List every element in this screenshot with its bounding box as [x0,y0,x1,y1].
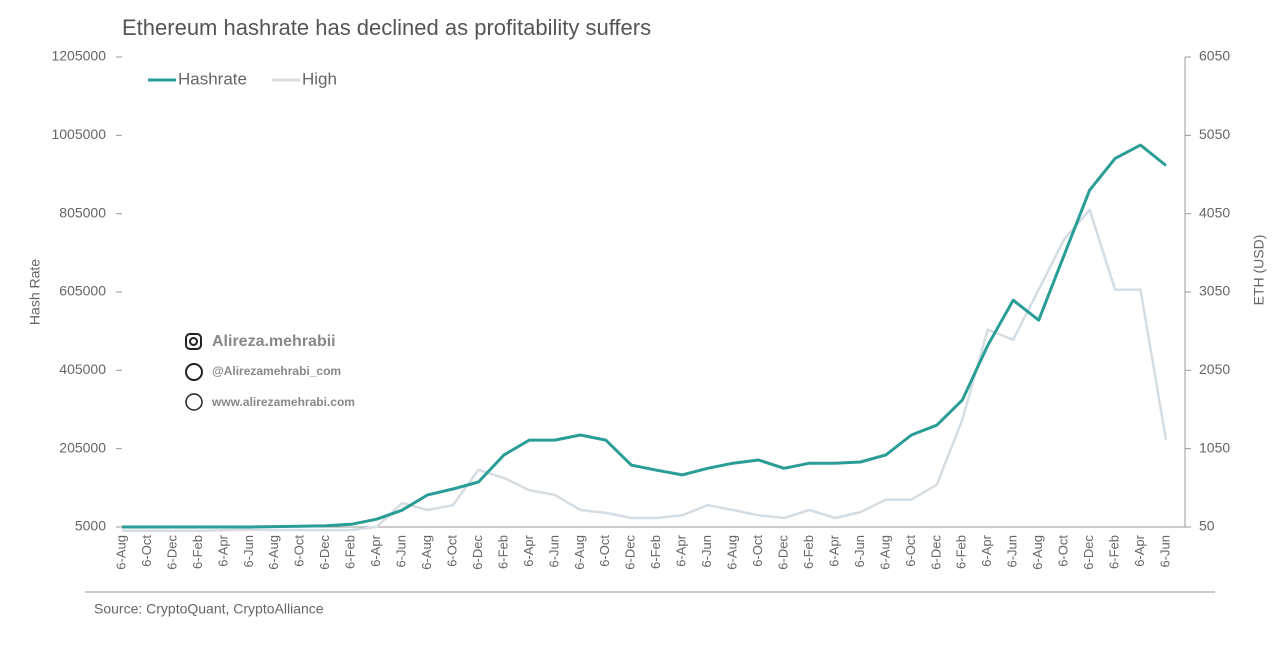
x-tick-label: 6-Feb [343,535,358,569]
chart-title: Ethereum hashrate has declined as profit… [122,15,651,40]
web-icon [185,393,203,411]
x-tick-label: 6-Aug [266,535,281,570]
x-tick-label: 6-Feb [495,535,510,569]
legend-label: High [302,69,337,88]
x-tick-label: 6-Jun [546,535,561,568]
x-tick-label: 6-Aug [419,535,434,570]
x-tick-label: 6-Oct [903,535,918,567]
y2-tick-label: 3050 [1199,283,1230,299]
y-tick-label: 5000 [75,518,106,534]
x-tick-label: 6-Apr [368,534,383,566]
x-tick-label: 6-Dec [317,535,332,570]
watermark-text: Alireza.mehrabii [212,333,336,350]
y-tick-label: 805000 [59,204,106,220]
x-tick-label: 6-Dec [928,535,943,570]
y2-tick-label: 5050 [1199,126,1230,142]
x-tick-label: 6-Apr [826,534,841,566]
x-tick-label: 6-Oct [597,535,612,567]
y-tick-label: 205000 [59,439,106,455]
x-tick-label: 6-Oct [139,535,154,567]
x-tick-label: 6-Dec [470,535,485,570]
x-tick-label: 6-Aug [877,535,892,570]
x-tick-label: 6-Jun [852,535,867,568]
x-tick-label: 6-Jun [394,535,409,568]
y-tick-label: 405000 [59,361,106,377]
line-series [121,208,1168,533]
watermark: Alireza.mehrabii @Alirezamehrabi_com www… [185,333,355,411]
x-tick-label: 6-Aug [725,535,740,570]
x-tick-label: 6-Jun [699,535,714,568]
y-tick-label: 1205000 [51,48,106,64]
y2-tick-label: 4050 [1199,204,1230,220]
x-tick-label: 6-Apr [521,534,536,566]
x-tick-label: 6-Feb [954,535,969,569]
watermark-text: @Alirezamehrabi_com [212,364,341,378]
x-tick-label: 6-Dec [775,535,790,570]
x-tick-label: 6-Oct [292,535,307,567]
line-series [122,143,1167,529]
x-tick-label: 6-Oct [1056,535,1071,567]
y-axis-label: Hash Rate [27,259,43,325]
x-tick-label: 6-Oct [750,535,765,567]
y2-axis-label: ETH (USD) [1251,235,1267,306]
x-tick-label: 6-Dec [623,535,638,570]
x-tick-label: 6-Aug [572,535,587,570]
x-tick-label: 6-Apr [215,534,230,566]
x-tick-label: 6-Feb [1107,535,1122,569]
x-tick-label: 6-Jun [241,535,256,568]
telegram-icon [185,363,203,381]
instagram-icon-lens [189,337,198,346]
watermark-text: www.alirezamehrabi.com [211,395,355,409]
y2-tick-label: 50 [1199,518,1215,534]
x-tick-label: 6-Oct [444,535,459,567]
y-tick-label: 605000 [59,283,106,299]
source: Source: CryptoQuant, CryptoAlliance [94,601,324,617]
y2-tick-label: 1050 [1199,439,1230,455]
x-tick-label: 6-Dec [1081,535,1096,570]
x-tick-label: 6-Apr [1132,534,1147,566]
x-tick-label: 6-Jun [1005,535,1020,568]
x-tick-label: 6-Jun [1157,535,1172,568]
x-tick-label: 6-Feb [801,535,816,569]
y2-tick-label: 2050 [1199,361,1230,377]
x-tick-label: 6-Aug [113,535,128,570]
x-tick-label: 6-Dec [164,535,179,570]
instagram-icon [185,333,202,350]
y-tick-label: 1005000 [51,126,106,142]
x-tick-label: 6-Apr [979,534,994,566]
x-tick-label: 6-Aug [1030,535,1045,570]
x-tick-label: 6-Apr [674,534,689,566]
x-tick-label: 6-Feb [648,535,663,569]
legend-label: Hashrate [178,69,247,88]
y2-tick-label: 6050 [1199,48,1230,64]
x-tick-label: 6-Feb [190,535,205,569]
